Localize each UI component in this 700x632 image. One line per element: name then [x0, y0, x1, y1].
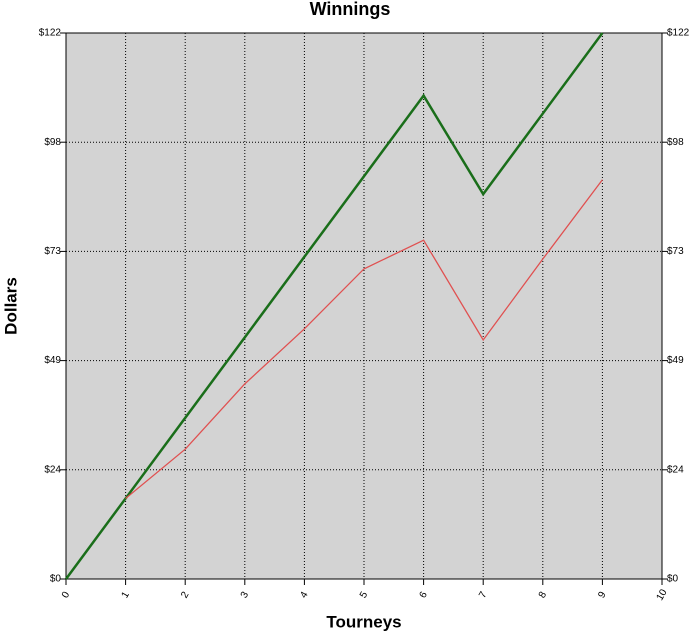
- y-tick-label-right: $0: [667, 574, 679, 585]
- x-tick-label: 7: [477, 590, 490, 601]
- y-tick-label: $24: [44, 464, 61, 475]
- x-tick-label: 0: [60, 590, 73, 601]
- y-axis-label: Dollars: [1, 277, 20, 335]
- series-line: [125, 179, 603, 499]
- x-tick-label: 9: [596, 590, 609, 601]
- x-axis-label: Tourneys: [326, 612, 401, 631]
- series-line: [64, 32, 604, 580]
- y-tick-label: $122: [39, 28, 62, 39]
- y-tick-label: $98: [44, 137, 61, 148]
- y-tick-label-right: $98: [667, 137, 684, 148]
- y-tick-label-right: $122: [667, 28, 690, 39]
- y-tick-label-right: $49: [667, 355, 684, 366]
- x-tick-label: 6: [418, 590, 431, 601]
- y-tick-label: $73: [44, 246, 61, 257]
- x-tick-label: 3: [239, 590, 252, 601]
- x-tick-label: 1: [120, 590, 133, 601]
- x-tick-label: 5: [358, 590, 371, 601]
- x-tick-label: 10: [655, 587, 670, 603]
- y-tick-label-right: $24: [667, 464, 684, 475]
- x-tick-label: 4: [298, 590, 311, 601]
- x-tick-label: 8: [537, 590, 550, 601]
- x-tick-label: 2: [179, 590, 192, 601]
- chart-title: Winnings: [310, 0, 391, 19]
- y-tick-label: $0: [50, 574, 62, 585]
- y-tick-label-right: $73: [667, 246, 684, 257]
- y-tick-label: $49: [44, 355, 61, 366]
